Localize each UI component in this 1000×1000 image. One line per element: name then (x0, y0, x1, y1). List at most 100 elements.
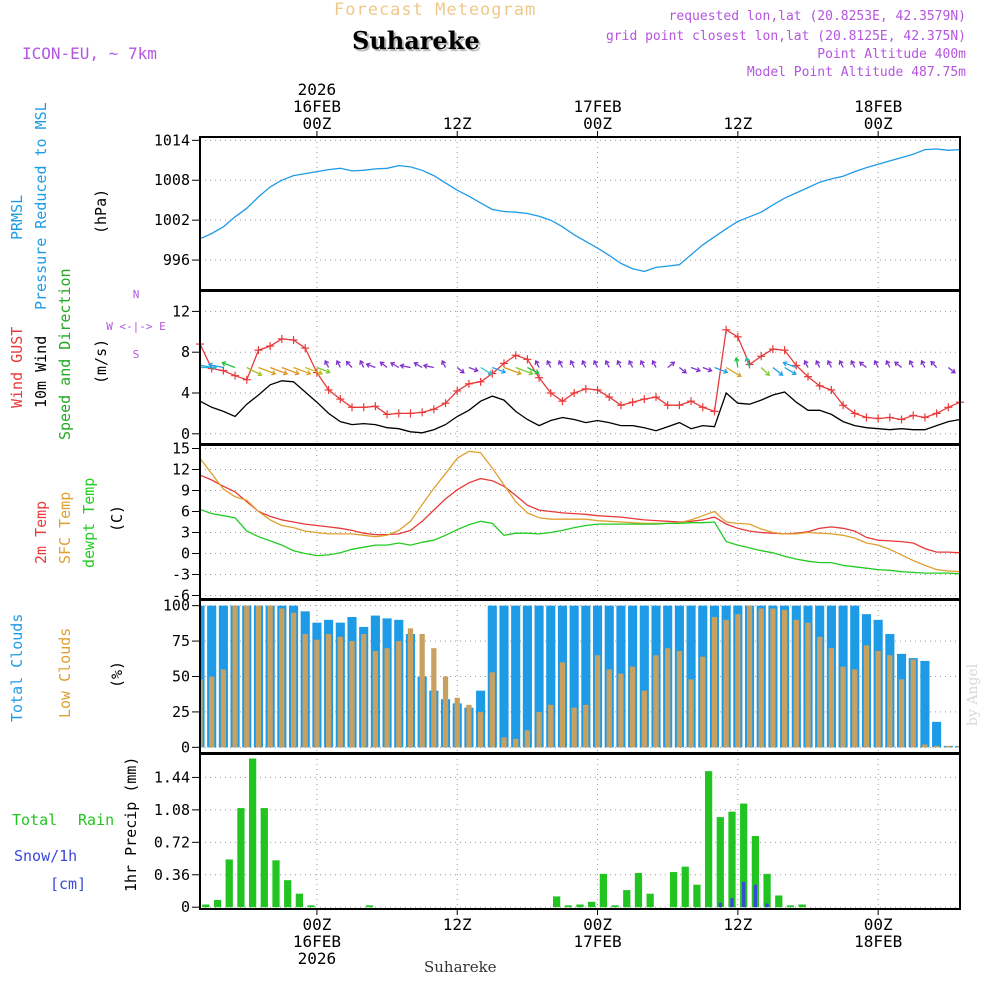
wind-speed-line (200, 380, 960, 434)
wind-direction-arrow (885, 359, 891, 368)
wind-direction-arrow (920, 359, 926, 368)
arrow-head (207, 362, 213, 368)
arrow-shaft (735, 357, 739, 368)
gust-marker (850, 409, 859, 418)
arrow-shaft (246, 366, 262, 376)
wind-direction-arrow (702, 366, 713, 373)
pressure-title: Pressure Reduced to MSL (32, 102, 50, 310)
temp-sfc-line (200, 450, 960, 573)
arrow-shaft (725, 366, 742, 377)
rain-bar (728, 811, 736, 908)
low-cloud-bar (501, 737, 507, 748)
top-time-label: 00Z (302, 114, 331, 133)
arrow-shaft (558, 360, 564, 368)
gust-marker (371, 402, 380, 411)
top-time-label: 00Z (583, 114, 612, 133)
low-cloud-bar (933, 745, 940, 748)
gust-marker (570, 389, 579, 397)
low-cloud-bar (793, 619, 799, 748)
arrow-head (670, 361, 676, 367)
arrow-head (379, 361, 385, 367)
y-tick-label: 50 (172, 668, 190, 686)
gust-marker (909, 411, 918, 420)
arrow-shaft (947, 366, 956, 374)
wind-direction-arrow (850, 359, 856, 368)
arrow-head (965, 368, 969, 372)
arrow-head (733, 356, 740, 362)
bottom-time-label: 2026 (298, 949, 337, 968)
bottom-time-label: 00Z (864, 915, 893, 934)
arrow-shaft (593, 360, 599, 368)
wind-direction-arrow (492, 366, 507, 374)
low-clouds-title: Low Clouds (56, 628, 74, 718)
rain-bar (599, 873, 608, 908)
gust-marker (231, 371, 240, 380)
wind-direction-arrow (546, 359, 552, 368)
wind-direction-arrow (628, 359, 634, 368)
wind-direction-title: Speed and Direction (56, 268, 74, 440)
y-tick-label: 8 (181, 343, 190, 361)
arrow-shaft (605, 360, 610, 368)
wind-direction-arrow (744, 356, 751, 368)
wind-direction-arrow (593, 359, 599, 368)
arrow-shaft (480, 366, 493, 375)
top-time-label: 12Z (443, 114, 472, 133)
rain-bar (704, 771, 713, 908)
gust-marker (511, 351, 520, 360)
total-cloud-bar (639, 605, 649, 748)
prmsl-line (200, 148, 960, 273)
low-cloud-bar (559, 662, 566, 748)
wind-direction-arrow (772, 366, 784, 376)
wind-direction-arrow (714, 366, 729, 374)
wind-direction-arrow (399, 363, 411, 369)
arrow-head (616, 359, 622, 365)
bottom-time-label: 00Z (583, 915, 612, 934)
wind-direction-arrow (379, 361, 388, 369)
arrow-shaft (784, 366, 797, 375)
low-cloud-bar (781, 609, 788, 748)
arrow-shaft (305, 366, 323, 375)
arrow-head (546, 359, 552, 365)
low-cloud-bar (887, 655, 893, 748)
arrow-head (422, 363, 428, 369)
bottom-time-label: 12Z (723, 915, 752, 934)
arrow-shaft (885, 360, 891, 368)
low-cloud-bar (454, 697, 460, 748)
total-cloud-bar (932, 721, 942, 748)
gust-marker (675, 401, 684, 410)
arrow-head (723, 368, 729, 374)
low-cloud-bar (396, 641, 402, 748)
wind-direction-arrow (784, 366, 797, 376)
arrow-head (930, 360, 936, 366)
wind-direction-arrow (690, 366, 701, 373)
gust-marker (418, 408, 427, 417)
wind-direction-arrow (908, 359, 914, 368)
gust-marker (944, 403, 953, 412)
arrow-head (850, 359, 856, 365)
arrow-shaft (702, 366, 712, 372)
arrow-head (534, 369, 540, 375)
gust-marker (804, 372, 812, 381)
wind-direction-arrow (527, 366, 540, 375)
arrow-head (681, 368, 687, 374)
footer-location: Suhareke (424, 958, 497, 976)
wind-direction-arrow (782, 361, 797, 369)
low-cloud-bar (676, 651, 683, 748)
gust-marker (406, 409, 415, 418)
arrow-shaft (414, 362, 423, 369)
low-cloud-bar (419, 634, 425, 748)
arrow-shaft (827, 360, 832, 368)
gust-marker (453, 386, 462, 395)
bottom-time-label: 18FEB (854, 932, 902, 951)
location-title: Suhareke (352, 26, 480, 55)
wind-direction-arrow (604, 359, 610, 368)
rain-bar (552, 896, 561, 908)
snow-unit: [cm] (50, 875, 86, 893)
total-cloud-bar (499, 605, 509, 748)
rain-bar (634, 872, 643, 908)
rain-bar (681, 866, 689, 908)
wind-direction-arrow (293, 366, 312, 376)
arrow-shaft (492, 366, 506, 373)
wind-direction-arrow (894, 361, 902, 369)
wind-direction-arrow (667, 361, 676, 369)
